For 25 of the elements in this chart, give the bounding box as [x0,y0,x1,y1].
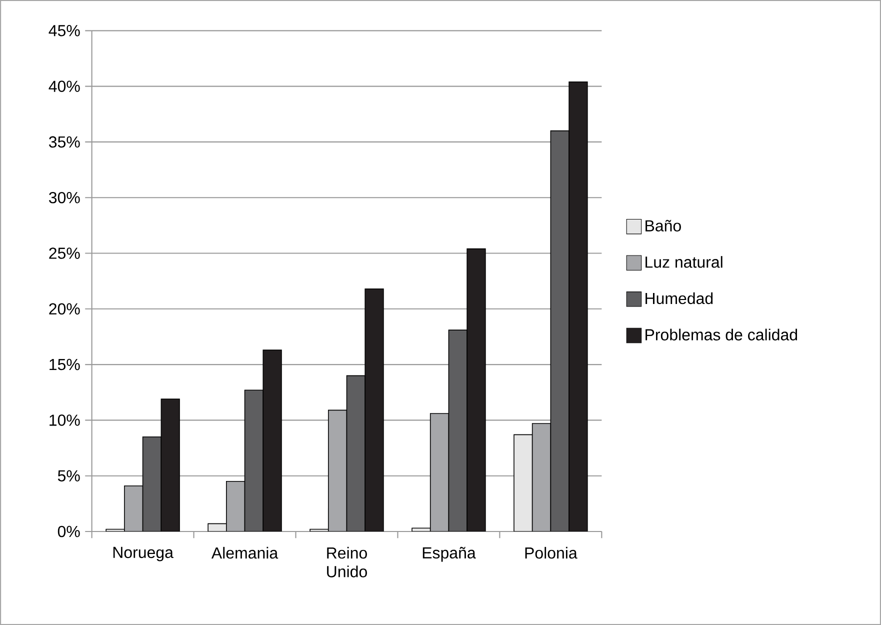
bar [514,434,533,532]
y-tick-label: 30% [48,192,80,204]
y-tick-label: 35% [48,136,80,148]
legend-label: Problemas de calidad [646,328,798,340]
x-tick-label: Alemania [211,546,278,559]
y-tick-label: 15% [50,358,80,370]
x-tick-label: Noruega [113,546,174,562]
legend-label: Baño [646,220,681,232]
legend-label: Humedad [646,292,713,304]
y-tick-label: 20% [49,303,80,315]
bar [160,398,180,532]
bar [262,350,282,532]
bar [466,248,486,532]
x-tick-label: Reino Unido [327,546,367,578]
y-tick-label: 25% [49,248,80,259]
y-tick-label: 5% [58,470,80,482]
y-tick-label: 45% [48,25,80,36]
x-tick-label: España [422,546,476,562]
legend-label: Luz natural [646,256,722,268]
bar [364,288,384,532]
bar [568,81,588,532]
x-tick-label: Polonia [525,546,578,559]
y-tick-label: 40% [48,80,80,92]
y-tick-label: 10% [50,414,80,426]
y-tick-label: 0% [58,526,80,538]
